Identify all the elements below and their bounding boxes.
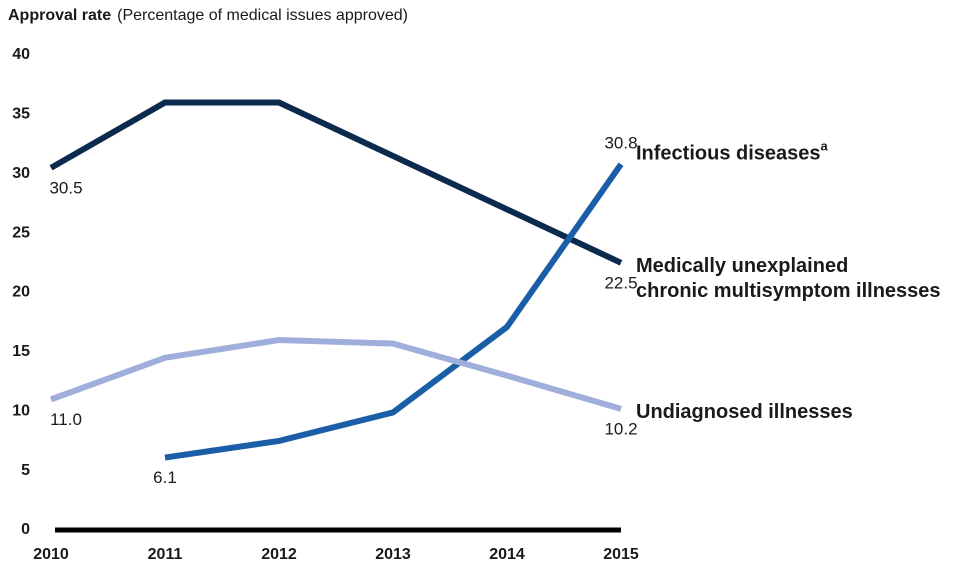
x-tick-label: 2015 [603, 546, 639, 563]
y-tick-label: 40 [12, 46, 30, 63]
legend-text: chronic multisymptom illnesses [636, 280, 941, 302]
data-label: 11.0 [50, 410, 82, 429]
data-label: 22.5 [604, 273, 637, 292]
legend-label: Infectious diseasesa [636, 139, 829, 165]
x-tick-label: 2013 [375, 546, 411, 563]
y-tick-label: 15 [12, 343, 30, 360]
data-label: 30.5 [49, 178, 82, 197]
legend-text: Infectious diseases [636, 143, 821, 165]
y-tick-label: 35 [12, 106, 30, 123]
y-tick-label: 5 [21, 462, 30, 479]
y-tick-label: 20 [12, 284, 30, 301]
title: Approval rate [8, 7, 111, 24]
chart-title: Approval rate (Percentage of medical issu… [8, 7, 408, 24]
x-tick-label: 2011 [148, 546, 183, 563]
y-tick-label: 10 [12, 402, 30, 419]
legend-text: Medically unexplained [636, 255, 848, 277]
data-label: 6.1 [153, 468, 177, 487]
legend-label: Undiagnosed illnesses [636, 401, 853, 423]
data-label: 30.8 [604, 134, 637, 153]
y-tick-label: 0 [21, 521, 30, 538]
y-tick-label: 30 [12, 165, 30, 182]
data-label: 10.2 [604, 419, 637, 438]
legend-label: Medically unexplained [636, 255, 848, 277]
x-tick-label: 2012 [261, 546, 297, 563]
subtitle: (Percentage of medical issues approved) [117, 7, 408, 24]
legend-superscript: a [821, 139, 829, 154]
legend-text: Undiagnosed illnesses [636, 401, 853, 423]
series-line [49, 99, 623, 266]
x-tick-label: 2014 [489, 546, 525, 563]
x-tick-label: 2010 [33, 546, 69, 563]
y-tick-label: 25 [12, 224, 30, 241]
legend-label: chronic multisymptom illnesses [636, 280, 941, 302]
series-line [49, 336, 622, 412]
series-line [164, 162, 624, 461]
